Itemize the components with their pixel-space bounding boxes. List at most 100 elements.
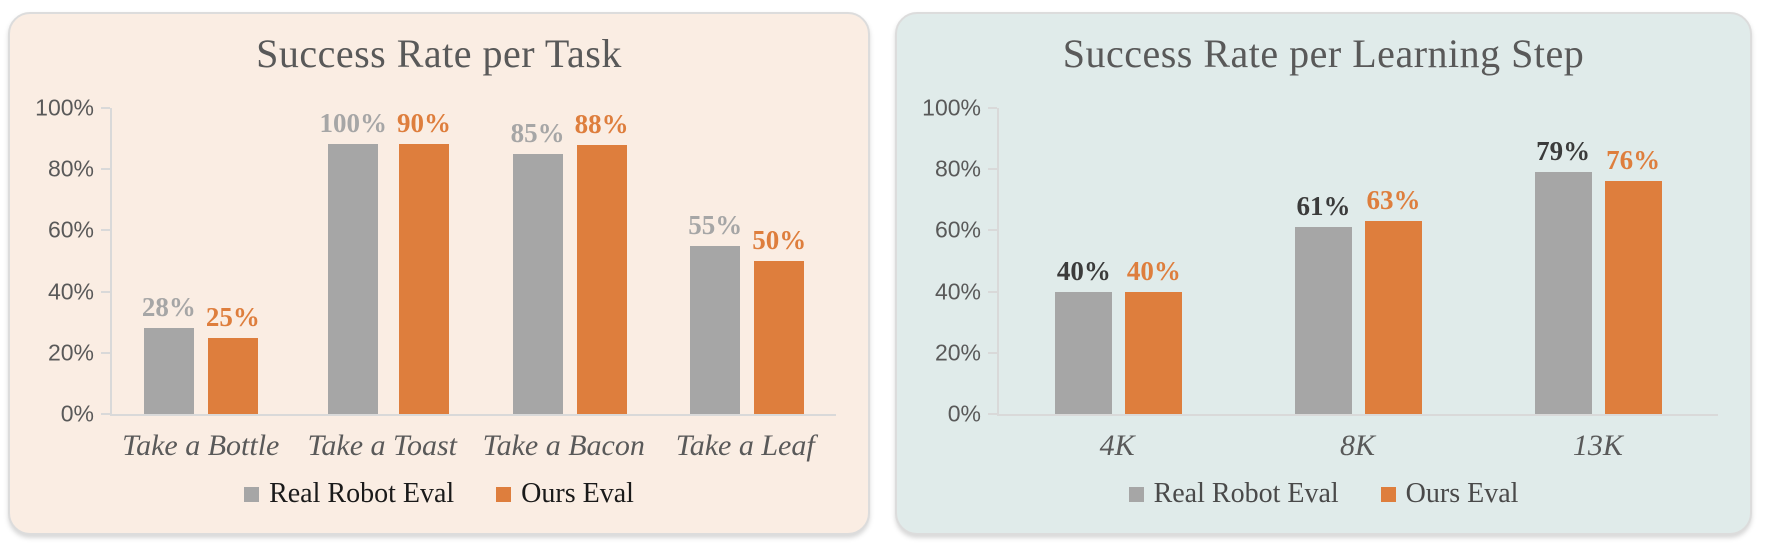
bar-column: 61%: [1294, 108, 1352, 414]
y-axis-tick-mark: [101, 290, 110, 293]
bar-value-label: 85%: [510, 117, 565, 148]
category-label-take-a-toast: Take a Toast: [307, 429, 457, 462]
y-axis-tick-mark: [988, 107, 997, 109]
y-axis-tick-label: 0%: [60, 400, 94, 427]
bar-group-take-a-bottle: 28% 25%: [142, 108, 260, 414]
category-label-4k: 4K: [1099, 429, 1135, 462]
legend-swatch-icon: [1380, 486, 1396, 502]
bar-column: 76%: [1604, 108, 1662, 414]
legend-swatch-icon: [1128, 486, 1144, 502]
bar-column: 28%: [142, 108, 196, 414]
bar-column: 90%: [397, 108, 451, 414]
x-axis-category-labels: 4K 8K 13K: [897, 426, 1750, 466]
chart-title: Success Rate per Task: [256, 31, 622, 76]
legend-label: Ours Eval: [521, 478, 634, 509]
y-axis-tick-mark: [988, 290, 997, 293]
y-axis-tick-label: 40%: [47, 278, 94, 305]
bar-ours-eval: [754, 261, 805, 414]
bar-ours-eval: [1604, 181, 1662, 414]
bar-real-robot-eval: [1055, 291, 1113, 414]
y-axis-tick-mark: [101, 168, 110, 171]
bar-group-4k: 40% 40%: [1055, 108, 1183, 414]
y-axis-tick-mark: [988, 413, 997, 415]
legend-item-real-robot-eval: Real Robot Eval: [1128, 478, 1339, 510]
y-axis-tick-label: 80%: [47, 155, 94, 182]
y-axis-tick-label: 60%: [47, 216, 94, 243]
legend-label: Ours Eval: [1405, 478, 1519, 509]
bar-value-label: 76%: [1606, 145, 1661, 176]
y-axis-tick-mark: [988, 229, 997, 232]
bar-ours-eval: [1125, 291, 1183, 414]
y-axis-tick-mark: [101, 229, 110, 232]
bar-ours-eval: [1364, 221, 1422, 414]
legend: Real Robot Eval Ours Eval: [897, 478, 1750, 510]
figure-container: Success Rate per Task 0% 20% 40% 60% 80% 100%…: [8, 12, 1752, 535]
y-axis-tick-mark: [101, 413, 110, 415]
plot-area: 0% 20% 40% 60% 80% 100% 40% 40% 61% 63% 79% 76%: [922, 95, 1718, 427]
y-axis-tick-label: 60%: [934, 216, 981, 243]
bar-group-take-a-toast: 100% 90%: [319, 108, 451, 414]
bar-ours-eval: [398, 144, 449, 414]
y-axis-tick-mark: [988, 351, 997, 354]
bar-value-label: 90%: [396, 108, 451, 138]
bar-group-take-a-bacon: 85% 88%: [511, 108, 629, 414]
category-label-take-a-bottle: Take a Bottle: [122, 429, 280, 462]
category-label-take-a-leaf: Take a Leaf: [675, 429, 815, 462]
y-axis-tick-mark: [988, 168, 997, 171]
bar-value-label: 79%: [1536, 136, 1591, 167]
bar-value-label: 55%: [688, 209, 743, 240]
bar-value-label: 63%: [1366, 185, 1421, 216]
bar-column: 40%: [1055, 108, 1113, 414]
category-label-13k: 13K: [1572, 429, 1623, 462]
bar-column: 100%: [319, 108, 387, 414]
bar-real-robot-eval: [1534, 172, 1592, 414]
y-axis-tick-label: 100%: [922, 94, 981, 121]
bar-value-label: 50%: [752, 225, 807, 255]
legend-item-real-robot-eval: Real Robot Eval: [244, 478, 454, 510]
bar-group-8k: 61% 63%: [1294, 108, 1422, 414]
bar-value-label: 25%: [205, 301, 260, 332]
bar-group-take-a-leaf: 55% 50%: [688, 108, 806, 414]
plot-area: 0% 20% 40% 60% 80% 100% 28% 25% 100% 90% 85% 88% 55%…: [35, 95, 836, 427]
y-axis-tick-label: 80%: [934, 155, 981, 182]
bar-column: 88%: [575, 108, 629, 414]
bar-real-robot-eval: [328, 144, 379, 414]
y-axis-tick-label: 40%: [934, 278, 981, 305]
bar-value-label: 40%: [1056, 255, 1111, 286]
chart-area: 0% 20% 40% 60% 80% 100% 28% 25% 100% 90% 85% 88% 55%…: [10, 95, 868, 427]
bar-real-robot-eval: [690, 245, 741, 414]
legend-swatch-icon: [496, 486, 512, 502]
y-axis-tick-mark: [101, 351, 110, 354]
chart-card-success-rate-per-learning-step: Success Rate per Learning Step 0% 20% 40% 6…: [895, 12, 1752, 535]
x-axis-category-labels: Take a Bottle Take a Toast Take a Bacon Tak…: [10, 426, 868, 466]
category-label-8k: 8K: [1339, 429, 1375, 462]
y-axis-tick-label: 20%: [47, 339, 94, 366]
y-axis-tick-mark: [101, 107, 110, 109]
legend-item-ours-eval: Ours Eval: [496, 478, 634, 510]
bar-ours-eval: [576, 144, 627, 414]
bar-column: 55%: [688, 108, 742, 414]
bar-group-13k: 79% 76%: [1534, 108, 1662, 414]
bar-groups: 40% 40% 61% 63% 79% 76%: [999, 108, 1718, 414]
bar-value-label: 61%: [1296, 191, 1351, 222]
legend-label: Real Robot Eval: [269, 478, 455, 509]
chart-title: Success Rate per Learning Step: [1062, 31, 1585, 76]
legend-swatch-icon: [244, 486, 260, 502]
bar-column: 79%: [1534, 108, 1592, 414]
bar-column: 50%: [752, 108, 806, 414]
bar-column: 25%: [206, 108, 260, 414]
y-axis-tick-label: 100%: [35, 94, 94, 121]
chart-area: 0% 20% 40% 60% 80% 100% 40% 40% 61% 63% 79% 76%: [897, 95, 1750, 427]
category-label-take-a-bacon: Take a Bacon: [482, 429, 645, 462]
bar-groups: 28% 25% 100% 90% 85% 88% 55% 50%: [112, 108, 836, 414]
chart-card-success-rate-per-task: Success Rate per Task 0% 20% 40% 60% 80% 100%…: [8, 12, 870, 535]
legend-item-ours-eval: Ours Eval: [1380, 478, 1519, 510]
bar-column: 40%: [1125, 108, 1183, 414]
bar-value-label: 40%: [1126, 255, 1181, 286]
legend-label: Real Robot Eval: [1153, 478, 1339, 509]
bar-real-robot-eval: [143, 328, 194, 414]
legend: Real Robot Eval Ours Eval: [10, 478, 868, 510]
bar-column: 63%: [1364, 108, 1422, 414]
bar-column: 85%: [511, 108, 565, 414]
bar-value-label: 28%: [141, 292, 196, 323]
